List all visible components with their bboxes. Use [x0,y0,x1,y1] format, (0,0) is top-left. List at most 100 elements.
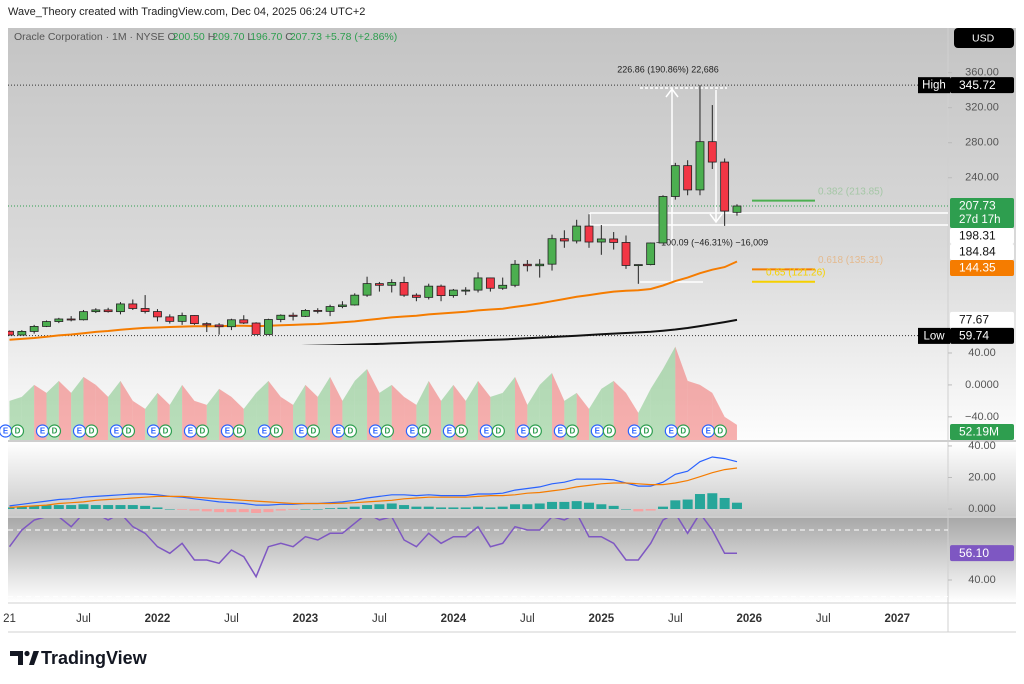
candle-body [535,263,545,267]
candle-body [325,306,335,312]
histogram-bar [238,509,249,513]
candle-body [128,303,138,309]
event-label: D [126,427,132,436]
histogram-bar [78,504,89,510]
price-label: 59.74 [959,329,989,343]
area-segment [58,380,72,440]
y-tick-label: 360.00 [965,67,999,79]
event-icon [158,424,173,438]
candle-body [522,263,532,267]
event-label: D [569,427,575,436]
candle-body [264,319,273,335]
event-label: D [606,427,612,436]
area-segment [132,400,146,440]
candle-body [91,309,101,313]
currency-label: USD [972,32,995,44]
area-segment [552,372,565,440]
ohlc-key: O [167,31,175,43]
candle-body [103,309,113,313]
area-segment [515,376,528,440]
event-label: D [15,427,21,436]
candle-body [202,323,212,326]
histogram-bar [473,506,484,510]
candle-body [695,141,705,191]
candle-body [683,165,693,191]
histogram-bar [621,509,631,510]
histogram-bar [140,505,151,510]
area-segment [206,388,220,440]
event-label: E [3,427,9,436]
histogram-bar [90,505,101,510]
x-tick-label: Jul [668,613,683,625]
area-segment [243,392,257,440]
area-segment [428,380,442,440]
event-icon [232,424,247,438]
brand-name: TradingView [41,648,148,668]
event-label: D [274,427,280,436]
candle-body [29,326,39,332]
event-label: D [680,427,686,436]
event-icon [713,424,727,438]
candle-body [301,310,310,317]
candle-body [510,263,520,286]
candle-body [485,277,495,289]
rsi-line [8,518,738,579]
area-segment [724,416,737,440]
measure-label: −100.09 (−46.31%) −16,009 [656,237,768,247]
macd-line [9,456,738,507]
event-label: D [52,427,58,436]
y-tick-label: 320.00 [965,102,999,114]
histogram-bar [399,505,410,510]
candle-body [239,319,249,324]
histogram-bar [497,506,508,510]
candle-body [8,330,14,336]
currency-button[interactable] [954,28,1014,48]
histogram-bar [362,505,373,510]
event-icon [121,424,136,438]
candle-body [498,284,508,289]
badge: 52.19M [959,425,999,439]
candle-body [42,321,51,327]
y-tick-label: 40.00 [968,440,996,452]
event-label: E [114,427,120,436]
area-segment [650,368,663,440]
candle-body [227,319,236,328]
logo-mark [29,651,39,665]
candle-body [190,315,199,325]
histogram-bar [547,501,558,510]
axes: 360.00 320.00 280.00 240.00 40.00 0.0000 −40.0… [3,67,999,625]
moving-average [301,318,738,345]
candle-body [448,289,458,297]
candle-body [338,304,347,307]
price-label: 345.72 [959,78,996,92]
fib-label: 0.618 (135.31) [818,255,883,266]
price-label: 207.73 [959,199,996,213]
ohlc-value: 207.73 [290,31,322,43]
badge: 56.10 [959,546,989,560]
event-icon [417,424,431,438]
candle-body [79,311,88,321]
histogram-bar [448,507,459,510]
price-label: 144.35 [959,261,996,275]
histogram-bar [263,509,274,513]
ohlc-value: 200.50 [173,31,205,43]
histogram-bar [707,493,718,510]
histogram-bar [177,509,188,510]
price-tag-box [918,77,950,94]
area-segment [539,372,553,440]
ohlc-key: H [208,31,216,43]
area-segment [675,346,688,440]
event-label: E [632,427,638,436]
candle-body [572,225,582,242]
area-segment [613,380,626,440]
histogram-bar [214,509,225,513]
area-segment [95,384,109,440]
event-label: D [643,427,649,436]
area-segment [662,346,676,440]
y-tick-label: 0.0000 [965,379,999,391]
event-label: D [717,427,723,436]
histogram-bar [325,508,336,510]
macd-pane [8,442,1016,516]
macd-plot [8,456,742,513]
